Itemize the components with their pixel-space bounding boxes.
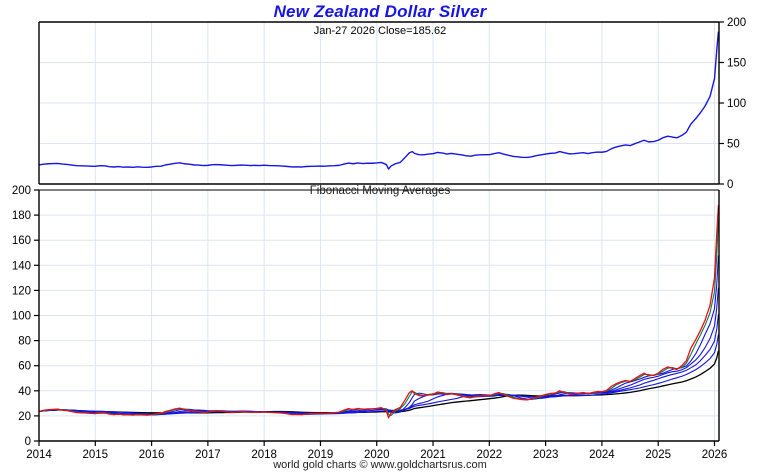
ytick-label-bottom-panel: 80 <box>18 336 31 348</box>
xtick-label: 2016 <box>139 449 165 461</box>
ytick-label-bottom-panel: 40 <box>18 386 31 398</box>
ytick-label-top-panel: 50 <box>727 139 740 151</box>
ytick-label-top-panel: 200 <box>727 17 746 29</box>
ytick-label-top-panel: 0 <box>727 179 733 191</box>
ytick-label-bottom-panel: 0 <box>25 436 31 448</box>
xtick-label: 2023 <box>533 449 559 461</box>
fibonacci-moving-averages-panel: 0 20 40 60 80 100 120 140 160 180 200 2014 2015 2016 2… <box>12 185 727 461</box>
xtick-label: 2015 <box>82 449 108 461</box>
page-title: New Zealand Dollar Silver <box>273 2 487 21</box>
ytick-label-bottom-panel: 20 <box>18 411 31 423</box>
lower-panel-label: Fibonacci Moving Averages <box>309 185 451 197</box>
ytick-label-bottom-panel: 140 <box>12 260 31 272</box>
xtick-label: 2022 <box>477 449 503 461</box>
xtick-label: 2024 <box>589 449 615 461</box>
xtick-label: 2026 <box>702 449 728 461</box>
xtick-label: 2021 <box>420 449 446 461</box>
quote-readout: Jan-27 2026 Close=185.62 <box>313 25 447 37</box>
ytick-label-bottom-panel: 200 <box>12 185 31 197</box>
ytick-label-bottom-panel: 120 <box>12 285 31 297</box>
footer-credit: world gold charts © www.goldchartsrus.co… <box>273 459 487 471</box>
xtick-label: 2014 <box>26 449 52 461</box>
xtick-label: 2019 <box>308 449 334 461</box>
xtick-label: 2025 <box>645 449 671 461</box>
xtick-label: 2017 <box>195 449 221 461</box>
ytick-label-bottom-panel: 100 <box>12 311 31 323</box>
series-line-price <box>38 205 720 419</box>
ytick-label-top-panel: 150 <box>727 58 746 70</box>
series-line-nzd-silver-price <box>38 31 720 170</box>
ytick-label-top-panel: 100 <box>727 98 746 110</box>
xtick-label: 2020 <box>364 449 390 461</box>
ytick-label-bottom-panel: 180 <box>12 210 31 222</box>
xtick-label: 2018 <box>251 449 277 461</box>
ytick-label-bottom-panel: 60 <box>18 361 31 373</box>
ytick-label-bottom-panel: 160 <box>12 235 31 247</box>
top-price-panel: 0 50 100 150 200 <box>38 17 746 191</box>
